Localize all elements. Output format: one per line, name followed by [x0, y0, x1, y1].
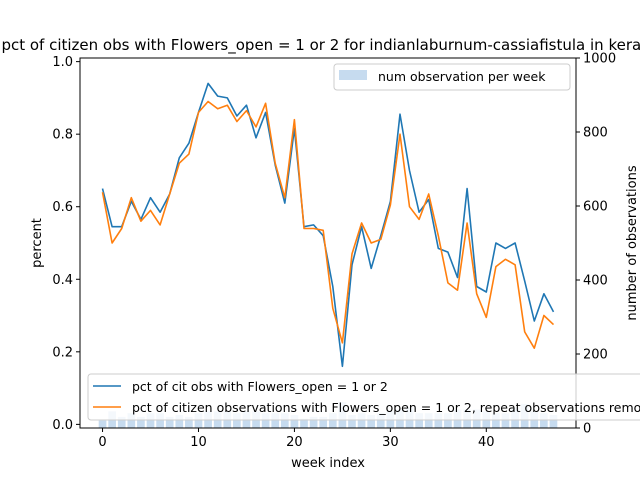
observation-bar [540, 413, 548, 428]
observation-bar [280, 413, 289, 428]
observation-bar [233, 413, 241, 428]
observation-bar [271, 413, 280, 428]
observation-bar [300, 418, 308, 428]
y2-axis-label: number of observations [625, 165, 640, 320]
observation-bar [146, 413, 155, 428]
observation-bar [357, 413, 366, 428]
y-axis-label: percent [30, 218, 45, 268]
observation-bar [376, 413, 385, 428]
observation-bar [319, 416, 328, 428]
x-tick-label: 30 [382, 435, 399, 450]
y2-tick-label: 400 [583, 274, 608, 289]
observation-bar [549, 415, 558, 428]
observation-bar [367, 415, 376, 428]
observation-bar [98, 420, 107, 428]
y-tick-label: 0.6 [52, 200, 73, 215]
x-tick-label: 0 [98, 435, 106, 450]
y2-tick-label: 1000 [583, 52, 616, 67]
observation-bar [175, 415, 184, 428]
y2-tick-label: 0 [583, 422, 591, 437]
y-tick-label: 0.4 [52, 273, 73, 288]
observation-bar [492, 413, 500, 428]
y2-tick-label: 800 [583, 126, 608, 141]
observation-bar [424, 413, 433, 428]
observation-bar [444, 413, 452, 428]
bars-legend-box [333, 63, 571, 91]
x-tick-label: 10 [190, 435, 207, 450]
observation-bar [348, 415, 356, 428]
series-line-1 [101, 100, 555, 350]
lines-legend: pct of cit obs with Flowers_open = 1 or … [87, 373, 640, 421]
chart-title: pct of citizen obs with Flowers_open = 1… [1, 36, 640, 55]
y2-tick-label: 200 [583, 348, 608, 363]
legend-label-cit-obs: pct of cit obs with Flowers_open = 1 or … [132, 379, 388, 394]
observation-bar [165, 416, 174, 428]
legend-label-repeat-removed: pct of citizen observations with Flowers… [132, 400, 640, 415]
observation-bar [434, 413, 443, 428]
observation-bar [117, 416, 126, 428]
y2-tick-label: 600 [583, 200, 608, 215]
series-lines [101, 82, 555, 368]
plot-frame [79, 57, 577, 429]
series-line-0 [101, 82, 555, 368]
y-tick-label: 0.8 [52, 128, 73, 143]
y-tick-label: 0.0 [52, 418, 73, 433]
observation-bar [194, 413, 203, 428]
observation-bar [290, 415, 299, 428]
observation-bar [261, 413, 270, 428]
observation-bar [501, 413, 510, 428]
lines-legend-box [87, 373, 640, 421]
y-tick-label: 1.0 [52, 55, 73, 70]
x-tick-label: 40 [478, 435, 495, 450]
observation-bar [137, 416, 145, 428]
bars-legend-label: num observation per week [378, 69, 546, 84]
y-tick-label: 0.2 [52, 345, 73, 360]
observation-bar [328, 413, 337, 428]
bars-legend-swatch [339, 70, 367, 80]
observation-bar [156, 413, 164, 428]
axes: 0 10 20 30 40 0.0 0.2 0.4 0.6 0.8 1.0 0 200 400 600 800… [52, 52, 616, 451]
observation-bar [415, 413, 423, 428]
x-tick-label: 20 [286, 435, 303, 450]
x-axis-label: week index [291, 456, 365, 471]
observation-bar [185, 416, 193, 428]
observation-bar [127, 413, 136, 428]
observation-bar [309, 416, 318, 428]
bars-legend: num observation per week [333, 63, 571, 91]
